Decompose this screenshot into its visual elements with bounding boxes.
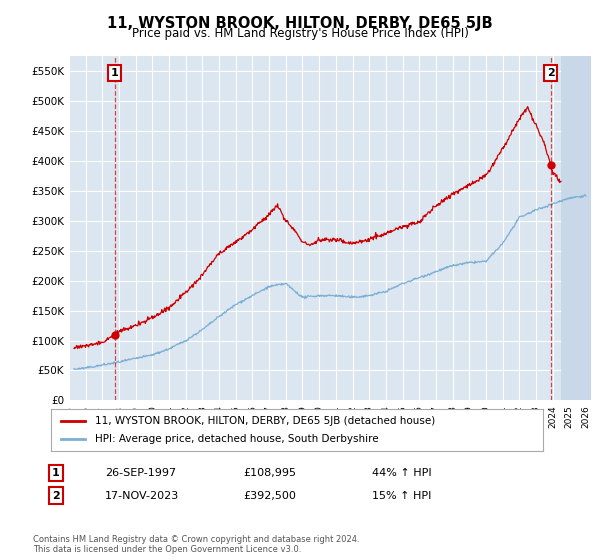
Text: £392,500: £392,500	[243, 491, 296, 501]
Text: 11, WYSTON BROOK, HILTON, DERBY, DE65 5JB: 11, WYSTON BROOK, HILTON, DERBY, DE65 5J…	[107, 16, 493, 31]
Text: 26-SEP-1997: 26-SEP-1997	[105, 468, 176, 478]
Text: £108,995: £108,995	[243, 468, 296, 478]
Bar	[561, 56, 591, 400]
Text: 44% ↑ HPI: 44% ↑ HPI	[372, 468, 431, 478]
Text: 15% ↑ HPI: 15% ↑ HPI	[372, 491, 431, 501]
Text: Contains HM Land Registry data © Crown copyright and database right 2024.
This d: Contains HM Land Registry data © Crown c…	[33, 535, 359, 554]
Text: 11, WYSTON BROOK, HILTON, DERBY, DE65 5JB (detached house): 11, WYSTON BROOK, HILTON, DERBY, DE65 5J…	[95, 416, 436, 426]
Text: 1: 1	[52, 468, 59, 478]
Text: 2: 2	[52, 491, 59, 501]
Text: 17-NOV-2023: 17-NOV-2023	[105, 491, 179, 501]
Text: Price paid vs. HM Land Registry's House Price Index (HPI): Price paid vs. HM Land Registry's House …	[131, 27, 469, 40]
Text: 1: 1	[111, 68, 119, 78]
Text: HPI: Average price, detached house, South Derbyshire: HPI: Average price, detached house, Sout…	[95, 434, 379, 444]
Text: 2: 2	[547, 68, 554, 78]
